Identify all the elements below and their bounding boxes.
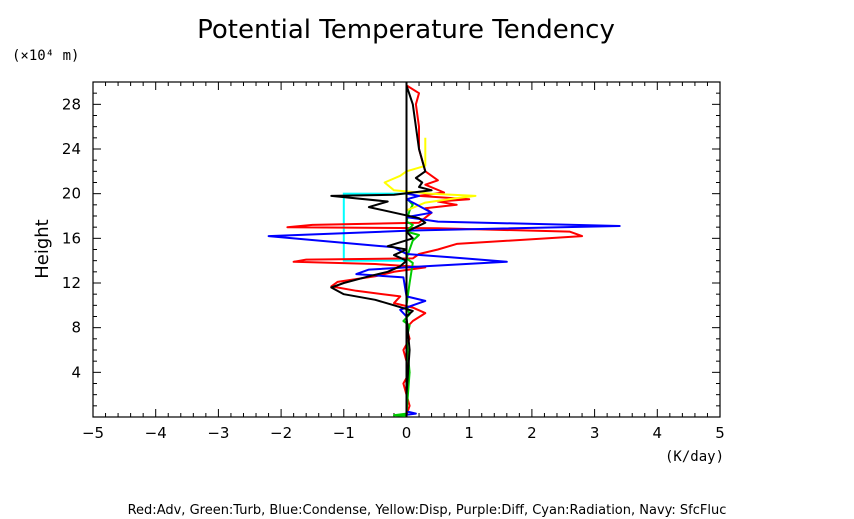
x-tick-label: −2 (270, 424, 292, 442)
x-tick-label: 2 (527, 424, 537, 442)
condense-series-line (267, 192, 621, 416)
x-axis-unit: (K/day) (665, 449, 724, 465)
y-axis-unit: (×10⁴ m) (12, 48, 79, 64)
chart-title: Potential Temperature Tendency (197, 15, 615, 45)
y-tick-label: 20 (62, 185, 81, 203)
x-tick-label: 3 (590, 424, 600, 442)
y-tick-label: 24 (62, 140, 81, 158)
x-tick-label: 5 (715, 424, 725, 442)
y-tick-label: 16 (62, 229, 81, 247)
x-tick-label: 4 (653, 424, 663, 442)
y-tick-label: 4 (71, 363, 81, 381)
x-tick-label: 0 (402, 424, 412, 442)
adv-series-line (286, 84, 584, 416)
x-tick-label: −1 (333, 424, 355, 442)
x-tick-label: 1 (464, 424, 474, 442)
y-axis-label: Height (32, 219, 53, 279)
y-tick-label: 8 (71, 319, 81, 337)
x-tick-label: −4 (145, 424, 167, 442)
disp-series-line (383, 137, 477, 212)
legend-text: Red:Adv, Green:Turb, Blue:Condense, Yell… (128, 503, 727, 518)
x-tick-label: −5 (82, 424, 104, 442)
total-series-line (330, 85, 433, 414)
x-tick-label: −3 (207, 424, 229, 442)
y-tick-label: 12 (62, 274, 81, 292)
y-tick-label: 28 (62, 95, 81, 113)
